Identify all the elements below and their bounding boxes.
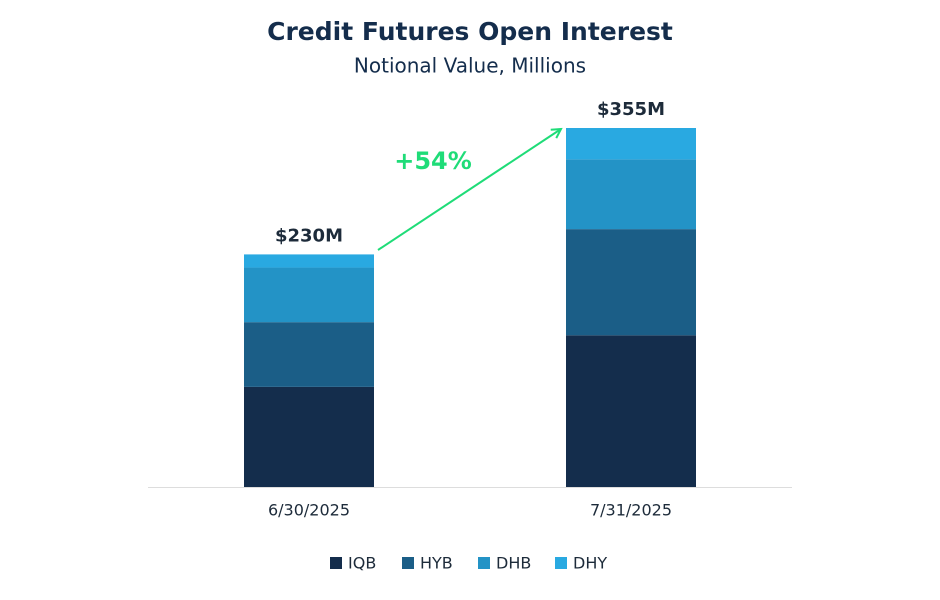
x-tick-label: 6/30/2025	[268, 501, 350, 520]
legend-swatch	[402, 557, 414, 569]
bar-segment	[566, 159, 696, 230]
growth-arrow	[377, 129, 561, 251]
legend-label: IQB	[348, 554, 376, 573]
bar-segment	[244, 386, 374, 487]
legend-swatch	[478, 557, 490, 569]
bar-segment	[566, 229, 696, 336]
bar-segment	[244, 322, 374, 387]
growth-annotation: +54%	[394, 147, 472, 175]
chart-title: Credit Futures Open Interest	[267, 17, 673, 46]
bar-segment	[566, 128, 696, 160]
bar-segment	[244, 254, 374, 268]
legend-label: DHY	[573, 554, 607, 573]
legend-label: DHB	[496, 554, 531, 573]
bar-segment	[566, 335, 696, 487]
legend-label: HYB	[420, 554, 453, 573]
bar-segment	[244, 267, 374, 323]
legend-swatch	[330, 557, 342, 569]
legend-swatch	[555, 557, 567, 569]
x-tick-label: 7/31/2025	[590, 501, 672, 520]
chart-subtitle: Notional Value, Millions	[354, 54, 586, 78]
total-label: $230M	[275, 225, 343, 246]
total-label: $355M	[597, 99, 665, 120]
